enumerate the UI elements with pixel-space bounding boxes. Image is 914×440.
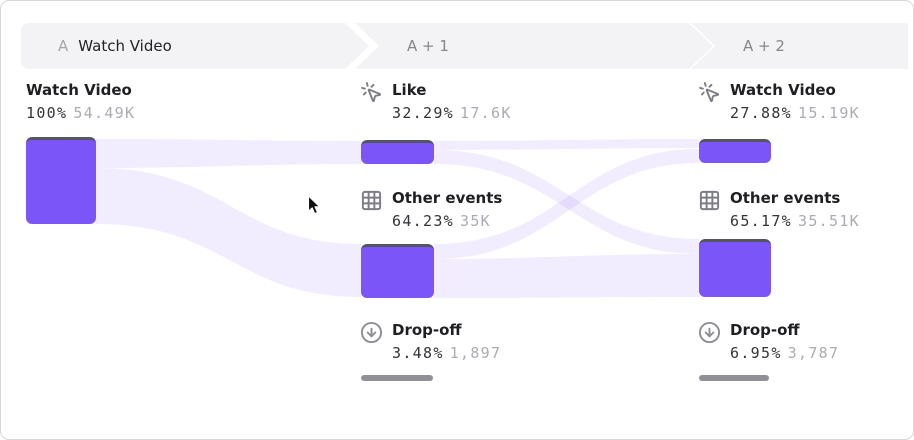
event-name: Like [392,81,427,99]
dropoff-bar-a2[interactable] [699,375,769,381]
event-stats: 3.48% 1,897 [392,343,501,364]
event-stats: 64.23% 35K [392,211,502,232]
grid-icon [698,189,721,212]
event-stats: 65.17% 35.51K [730,211,860,232]
event-name: Other events [730,189,841,207]
flow-watchvideo-to-like[interactable] [96,139,361,168]
event-name: Other events [392,189,503,207]
step-header-a2: A + 2 [691,23,908,69]
step-header-a1: A + 1 [355,23,713,69]
event-count: 35.51K [798,212,860,230]
flow-watchvideo-to-otherevents-a1[interactable] [96,168,361,297]
event-label-watch-video-a2[interactable]: Watch Video 27.88% 15.19K [698,80,860,124]
step-header-label: Watch Video [78,37,172,55]
mouse-pointer-click-icon [360,81,383,104]
event-pct: 3.48% [392,344,444,362]
arrow-down-circle-icon [698,321,721,344]
event-count: 1,897 [449,344,502,362]
event-pct: 6.95% [730,344,782,362]
event-name: Drop-off [392,321,462,339]
mouse-pointer-click-icon [698,81,721,104]
dropoff-bar-a1[interactable] [361,375,433,381]
event-pct: 27.88% [730,104,792,122]
event-stats: 32.29% 17.6K [392,103,512,124]
node-like-a1[interactable] [361,140,434,164]
flow-like-to-otherevents-a2[interactable] [434,150,699,254]
step-badge: A [58,37,69,55]
event-count: 35K [460,212,491,230]
mouse-cursor [307,195,321,215]
step-header-label: A + 2 [743,37,785,55]
event-name: Watch Video [730,81,836,99]
event-name: Watch Video [26,81,132,99]
event-label-dropoff-a2[interactable]: Drop-off 6.95% 3,787 [698,320,839,364]
event-count: 54.49K [73,104,136,122]
flow-otherevents-a1-to-watchvideo-a2[interactable] [434,149,699,259]
step-header-label: A + 1 [407,37,449,55]
event-count: 3,787 [787,344,840,362]
step-header-a: A Watch Video [21,23,369,69]
event-name: Drop-off [730,321,800,339]
event-label-other-events-a1[interactable]: Other events 64.23% 35K [360,188,502,232]
event-count: 15.19K [798,104,860,122]
event-label-other-events-a2[interactable]: Other events 65.17% 35.51K [698,188,860,232]
event-stats: 100% 54.49K [26,103,135,124]
node-other-events-a1[interactable] [361,244,434,298]
event-count: 17.6K [460,104,512,122]
grid-icon [360,189,383,212]
event-stats: 6.95% 3,787 [730,343,839,364]
event-pct: 32.29% [392,104,454,122]
event-label-watch-video-a[interactable]: Watch Video 100% 54.49K [26,80,135,124]
flow-like-to-watchvideo-a2[interactable] [434,139,699,150]
event-pct: 100% [26,104,68,122]
event-pct: 64.23% [392,212,454,230]
node-watch-video-a[interactable] [26,137,96,224]
node-other-events-a2[interactable] [699,239,771,297]
event-pct: 65.17% [730,212,792,230]
flow-otherevents-a1-to-otherevents-a2[interactable] [434,254,699,298]
node-watch-video-a2[interactable] [699,139,771,163]
event-label-dropoff-a1[interactable]: Drop-off 3.48% 1,897 [360,320,501,364]
event-label-like-a1[interactable]: Like 32.29% 17.6K [360,80,512,124]
arrow-down-circle-icon [360,321,383,344]
event-stats: 27.88% 15.19K [730,103,860,124]
